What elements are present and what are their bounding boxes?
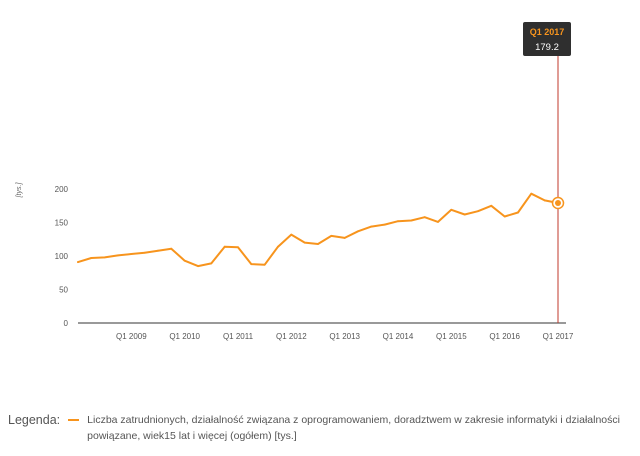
data-point <box>410 219 413 222</box>
tooltip-value: 179.2 <box>535 42 559 53</box>
data-point <box>477 210 479 213</box>
data-point <box>183 259 186 262</box>
x-tick-label: Q1 2014 <box>383 332 414 341</box>
data-point <box>317 243 319 245</box>
legend-swatch <box>68 419 80 421</box>
data-point <box>223 245 226 248</box>
line-chart: [tys.] 0 50 100 150 200 Q1 2009 Q1 2010 Q1 201… <box>16 22 574 341</box>
data-point <box>543 199 546 202</box>
data-point <box>237 246 239 249</box>
data-point <box>437 220 439 223</box>
data-point <box>357 230 359 233</box>
x-tick-label: Q1 2013 <box>329 332 360 341</box>
data-point <box>117 254 119 257</box>
legend-series-label[interactable]: Liczba zatrudnionych, działalność związa… <box>87 414 620 442</box>
data-point <box>103 256 106 259</box>
data-point <box>503 215 506 218</box>
x-axis-ticks: Q1 2009 Q1 2010 Q1 2011 Q1 2012 Q1 2013 Q1 20… <box>116 332 574 341</box>
data-point <box>530 192 533 195</box>
data-point <box>90 257 93 259</box>
series-points <box>77 192 565 267</box>
data-point <box>77 261 79 263</box>
data-point <box>463 213 466 216</box>
data-point <box>383 223 386 226</box>
data-point <box>290 233 293 236</box>
tooltip: Q1 2017 179.2 <box>523 22 571 56</box>
data-point <box>370 225 373 228</box>
x-tick-label: Q1 2016 <box>489 332 520 341</box>
x-tick-label: Q1 2009 <box>116 332 147 341</box>
y-tick-label: 50 <box>59 286 68 295</box>
x-tick-label: Q1 2011 <box>223 332 254 341</box>
data-point <box>397 220 399 223</box>
highlighted-point[interactable] <box>555 199 561 206</box>
data-point <box>250 263 253 265</box>
tooltip-background <box>523 22 571 56</box>
data-point <box>330 235 333 237</box>
data-point <box>197 265 199 267</box>
y-tick-label: 0 <box>64 319 69 328</box>
data-point <box>170 247 173 250</box>
data-point <box>157 249 159 252</box>
series-line[interactable] <box>77 192 559 268</box>
x-tick-label: Q1 2017 <box>543 332 574 341</box>
data-point <box>263 263 266 266</box>
legend: Legenda: Liczba zatrudnionych, działalno… <box>8 412 634 444</box>
y-axis-ticks: 0 50 100 150 200 <box>55 185 69 328</box>
data-point <box>303 241 306 244</box>
data-point <box>343 237 346 239</box>
data-point <box>210 262 213 265</box>
legend-title: Legenda: <box>8 413 61 427</box>
data-point <box>143 251 146 254</box>
data-point <box>423 216 426 219</box>
y-tick-label: 200 <box>55 185 69 194</box>
data-point <box>450 208 453 211</box>
data-point <box>517 211 519 214</box>
data-point <box>490 204 493 207</box>
data-point <box>130 253 133 255</box>
tooltip-period: Q1 2017 <box>530 27 565 37</box>
y-tick-label: 100 <box>55 252 69 261</box>
x-tick-label: Q1 2015 <box>436 332 467 341</box>
x-tick-label: Q1 2010 <box>169 332 200 341</box>
y-axis-label: [tys.] <box>16 182 23 199</box>
y-tick-label: 150 <box>55 219 69 228</box>
data-point <box>277 245 279 248</box>
x-tick-label: Q1 2012 <box>276 332 307 341</box>
